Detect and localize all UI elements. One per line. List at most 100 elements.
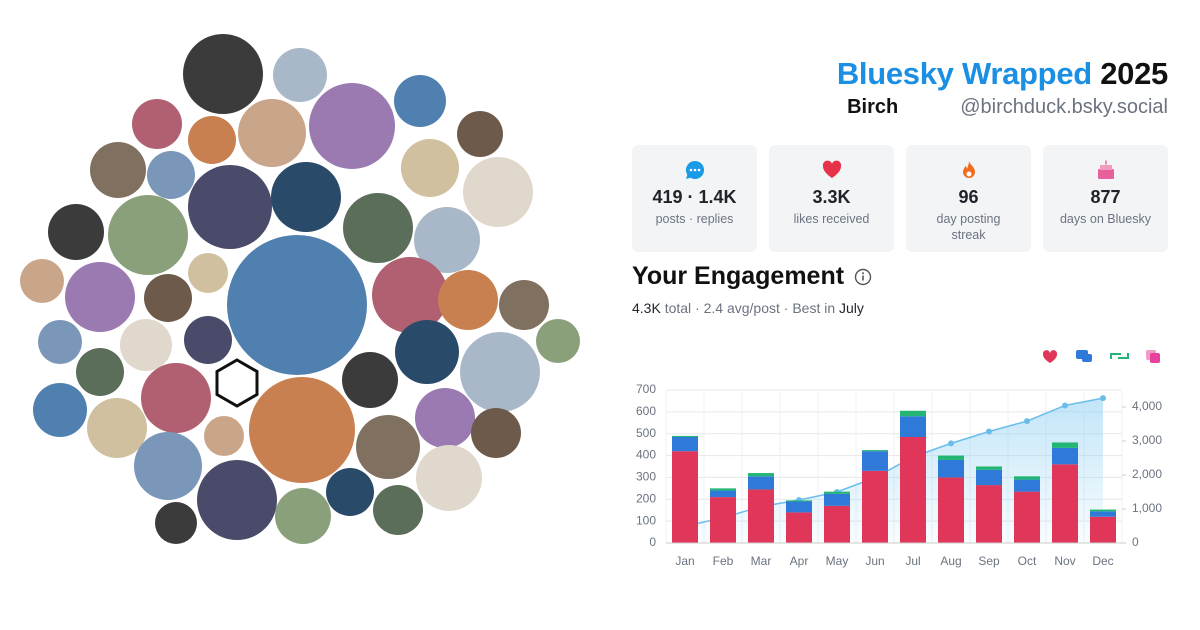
avatar[interactable] xyxy=(188,253,228,293)
avatar[interactable] xyxy=(184,316,232,364)
avatar[interactable] xyxy=(401,139,459,197)
bar-segment xyxy=(1052,447,1078,465)
avatar[interactable] xyxy=(227,235,367,375)
bar-segment xyxy=(824,505,850,543)
x-tick-label: Sep xyxy=(978,554,1000,568)
bar-segment xyxy=(748,473,774,477)
stat-card: 3.3K likes received xyxy=(769,145,894,252)
avatar[interactable] xyxy=(414,207,480,273)
y-tick-label: 200 xyxy=(636,491,656,505)
x-tick-label: Dec xyxy=(1092,554,1113,568)
avatar[interactable] xyxy=(395,320,459,384)
avatar[interactable] xyxy=(120,319,172,371)
avatar[interactable] xyxy=(134,432,202,500)
bar-segment xyxy=(976,466,1002,470)
avatar[interactable] xyxy=(144,274,192,322)
stat-label: day posting streak xyxy=(936,212,1001,242)
avatar[interactable] xyxy=(141,363,211,433)
avatar[interactable] xyxy=(183,34,263,114)
line-point xyxy=(1062,402,1068,409)
info-icon[interactable] xyxy=(854,268,872,286)
avatar[interactable] xyxy=(356,415,420,479)
avatar[interactable] xyxy=(271,162,341,232)
line-point xyxy=(1100,395,1106,402)
summary-text: total · 2.4 avg/post · Best in xyxy=(660,300,840,316)
avatar[interactable] xyxy=(416,445,482,511)
avatar[interactable] xyxy=(188,165,272,249)
avatar[interactable] xyxy=(249,377,355,483)
best-month: July xyxy=(839,300,864,316)
avatar[interactable] xyxy=(457,111,503,157)
avatar[interactable] xyxy=(20,259,64,303)
y2-tick-label: 4,000 xyxy=(1132,399,1162,413)
avatar[interactable] xyxy=(343,193,413,263)
avatar[interactable] xyxy=(275,488,331,544)
avatar[interactable] xyxy=(108,195,188,275)
y2-tick-label: 1,000 xyxy=(1132,501,1162,515)
avatar[interactable] xyxy=(90,142,146,198)
bar-segment xyxy=(900,436,926,543)
bar-segment xyxy=(824,491,850,494)
avatar[interactable] xyxy=(471,408,521,458)
x-tick-label: Jan xyxy=(675,554,694,568)
avatar[interactable] xyxy=(188,116,236,164)
bar-segment xyxy=(976,469,1002,486)
avatar[interactable] xyxy=(76,348,124,396)
avatar[interactable] xyxy=(499,280,549,330)
avatar[interactable] xyxy=(463,157,533,227)
line-point xyxy=(986,428,992,435)
x-tick-label: Feb xyxy=(713,554,734,568)
x-tick-label: Nov xyxy=(1054,554,1075,568)
legend-icon[interactable] xyxy=(1076,350,1092,362)
stat-label: days on Bluesky xyxy=(1059,212,1152,226)
bar-segment xyxy=(748,489,774,543)
avatar[interactable] xyxy=(132,99,182,149)
avatar[interactable] xyxy=(394,75,446,127)
stat-value: 877 xyxy=(1090,187,1121,207)
bar-segment xyxy=(1014,476,1040,480)
x-tick-label: Oct xyxy=(1018,554,1037,568)
icon xyxy=(1097,160,1114,179)
avatar[interactable] xyxy=(326,468,374,516)
avatar[interactable] xyxy=(342,352,398,408)
icon xyxy=(822,160,841,178)
avatar[interactable] xyxy=(309,83,395,169)
stat-value: 96 xyxy=(958,187,979,207)
avatar[interactable] xyxy=(373,485,423,535)
avatar[interactable] xyxy=(38,320,82,364)
bar-segment xyxy=(748,476,774,490)
section-title: Your Engagement xyxy=(632,262,872,291)
stat-label: posts · replies xyxy=(655,212,734,226)
bar-segment xyxy=(938,459,964,478)
avatar[interactable] xyxy=(415,388,475,448)
handle[interactable]: @birchduck.bsky.social xyxy=(960,96,1168,118)
x-tick-label: Jul xyxy=(905,554,920,568)
avatar[interactable] xyxy=(197,460,277,540)
avatar[interactable] xyxy=(536,319,580,363)
avatar[interactable] xyxy=(372,257,448,333)
y-tick-label: 500 xyxy=(636,426,656,440)
bar-segment xyxy=(976,485,1002,543)
avatar[interactable] xyxy=(87,398,147,458)
avatar[interactable] xyxy=(460,332,540,412)
avatar[interactable] xyxy=(204,416,244,456)
y2-tick-label: 2,000 xyxy=(1132,467,1162,481)
avatar[interactable] xyxy=(147,151,195,199)
engagement-chart: 0 100 200 300 400 500 600 700 0 1,000 2,000 3,000 4,… xyxy=(636,350,1162,568)
legend-icon[interactable] xyxy=(1042,350,1058,363)
avatar[interactable] xyxy=(65,262,135,332)
avatar[interactable] xyxy=(438,270,498,330)
icon xyxy=(962,161,975,178)
avatar[interactable] xyxy=(155,502,197,544)
legend-icon[interactable] xyxy=(1110,353,1129,359)
summary: 4.3K total · 2.4 avg/post · Best in July xyxy=(632,300,872,316)
brand: Bluesky Wrapped xyxy=(836,56,1092,91)
display-name: Birch xyxy=(847,96,899,118)
avatar[interactable] xyxy=(273,48,327,102)
avatar[interactable] xyxy=(48,204,104,260)
legend-icon[interactable] xyxy=(1146,350,1160,363)
avatar[interactable] xyxy=(238,99,306,167)
y-tick-label: 0 xyxy=(649,535,656,549)
avatar[interactable] xyxy=(33,383,87,437)
bar-segment xyxy=(710,488,736,491)
